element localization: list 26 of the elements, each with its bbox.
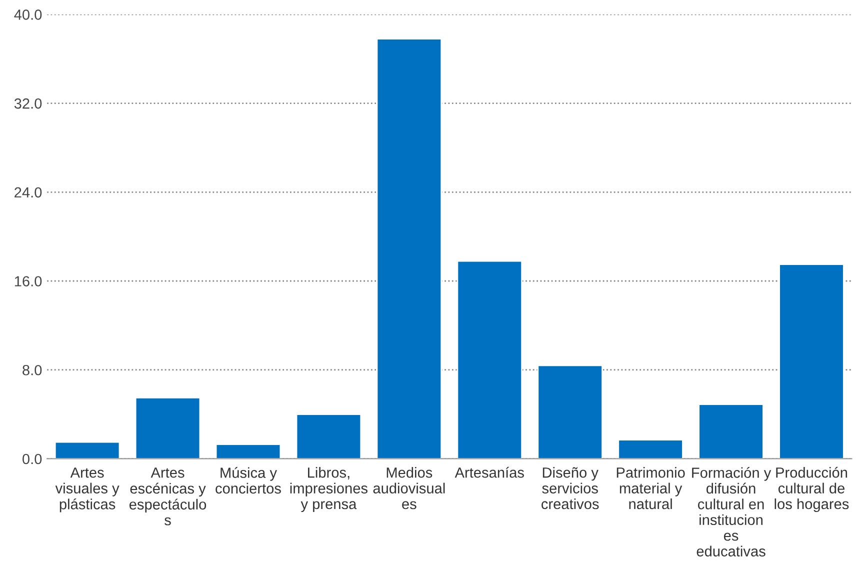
bar bbox=[296, 414, 362, 459]
y-tick-label: 16.0 bbox=[14, 276, 42, 286]
bar bbox=[537, 364, 603, 459]
y-tick-label: 40.0 bbox=[14, 10, 42, 20]
x-tick-label: Producción cultural de los hogares bbox=[774, 466, 849, 512]
bar bbox=[215, 444, 282, 459]
x-tick-label: Medios audiovisuales bbox=[373, 467, 445, 510]
y-tick-label: 24.0 bbox=[14, 187, 42, 198]
x-tick-label: Artesanías bbox=[454, 466, 524, 478]
x-tick-label: Libros, impresiones y prensa bbox=[290, 467, 368, 512]
bar bbox=[778, 264, 844, 459]
x-tick-label: Música y conciertos bbox=[216, 467, 281, 494]
bar bbox=[54, 441, 120, 459]
bar bbox=[376, 38, 442, 459]
y-tick-label: 32.0 bbox=[14, 98, 42, 109]
x-tick-label: Diseño y servicios creativos bbox=[542, 467, 599, 510]
y-tick-label: 0.0 bbox=[22, 454, 42, 464]
bar bbox=[698, 404, 764, 459]
y-tick-label: 8.0 bbox=[22, 364, 42, 376]
x-tick-label: Artes visuales y plásticas bbox=[55, 468, 120, 512]
bar bbox=[618, 439, 684, 459]
x-tick-label: Artes escénicas y espectáculos bbox=[129, 468, 206, 526]
x-tick-label: Formación y difusión cultural en instituciones educativas bbox=[692, 467, 772, 556]
bar bbox=[456, 260, 523, 459]
bar bbox=[134, 396, 201, 459]
x-tick-label: Patrimonio material y natural bbox=[616, 467, 685, 510]
